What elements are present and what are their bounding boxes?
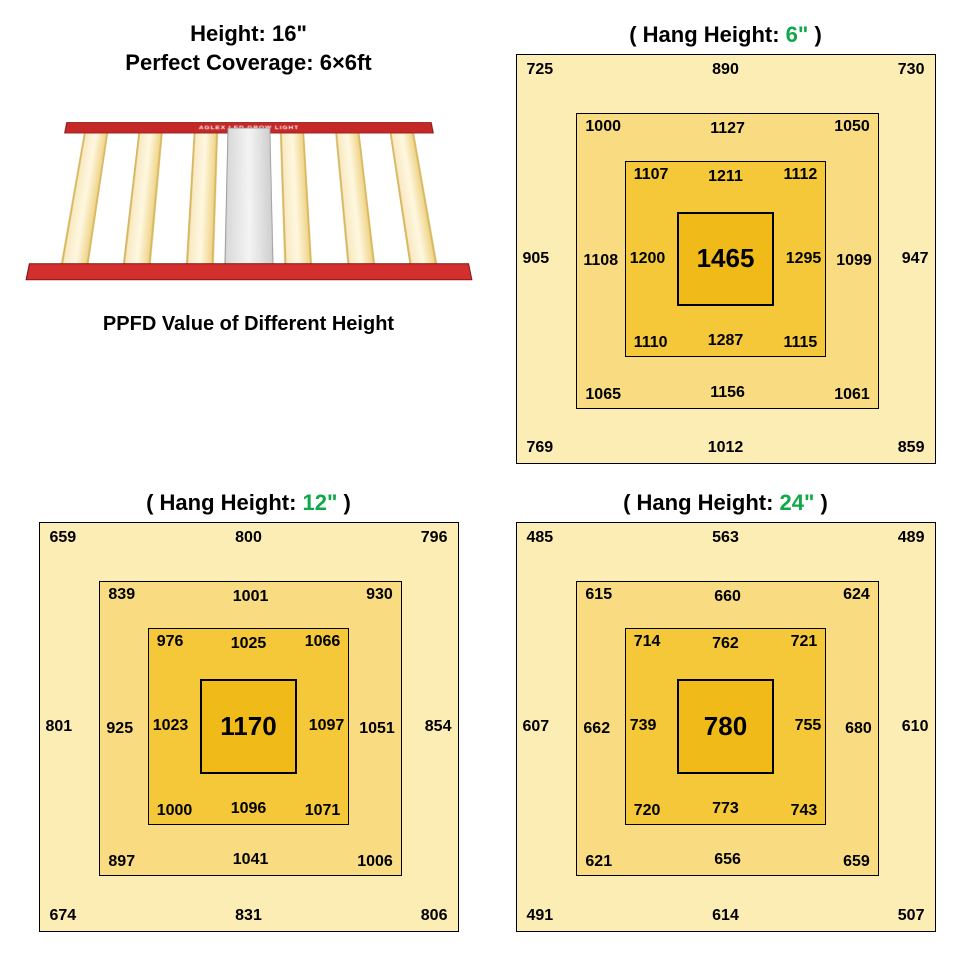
- led-bar: [390, 134, 438, 266]
- led-bar: [123, 134, 163, 266]
- ppfd-center-value: 780: [677, 679, 774, 773]
- title-suffix: ): [814, 490, 827, 515]
- title-prefix: ( Hang Height:: [146, 490, 302, 515]
- panel-title: ( Hang Height: 6" ): [629, 22, 822, 48]
- height-label: Height: 16": [190, 20, 307, 49]
- header-cell: Height: 16" Perfect Coverage: 6×6ft AGLE…: [20, 20, 477, 468]
- title-value: 6": [786, 22, 809, 47]
- title-prefix: ( Hang Height:: [623, 490, 779, 515]
- led-bar: [334, 134, 374, 266]
- led-bar: [60, 134, 108, 266]
- title-suffix: ): [337, 490, 350, 515]
- ppfd-center-value: 1465: [677, 212, 774, 306]
- panel-title: ( Hang Height: 24" ): [623, 490, 828, 516]
- led-bar: [279, 134, 311, 266]
- led-bar: [186, 134, 218, 266]
- product-bottom-bar: [25, 263, 472, 280]
- ppfd-heatmap: 6598007968018546748318068391001930925105…: [39, 522, 459, 932]
- ppfd-heatmap: 7258907309059477691012859100011271050110…: [516, 54, 936, 464]
- coverage-label: Perfect Coverage: 6×6ft: [125, 49, 371, 78]
- ppfd-panel-6: ( Hang Height: 6" ) 72589073090594776910…: [497, 20, 954, 468]
- title-value: 12": [303, 490, 338, 515]
- ppfd-panel-24: ( Hang Height: 24" ) 4855634896076104916…: [497, 488, 954, 936]
- ppfd-panel-12: ( Hang Height: 12" ) 6598007968018546748…: [20, 488, 477, 936]
- title-suffix: ): [808, 22, 821, 47]
- title-prefix: ( Hang Height:: [629, 22, 785, 47]
- infographic-grid: Height: 16" Perfect Coverage: 6×6ft AGLE…: [0, 0, 974, 955]
- product-spine: [224, 128, 274, 273]
- title-value: 24": [780, 490, 815, 515]
- ppfd-subtitle: PPFD Value of Different Height: [103, 313, 394, 336]
- panel-title: ( Hang Height: 12" ): [146, 490, 351, 516]
- ppfd-heatmap: 4855634896076104916145076156606246626806…: [516, 522, 936, 932]
- grow-light-illustration: AGLEX LED GROW LIGHT: [39, 95, 459, 295]
- ppfd-center-value: 1170: [200, 679, 297, 773]
